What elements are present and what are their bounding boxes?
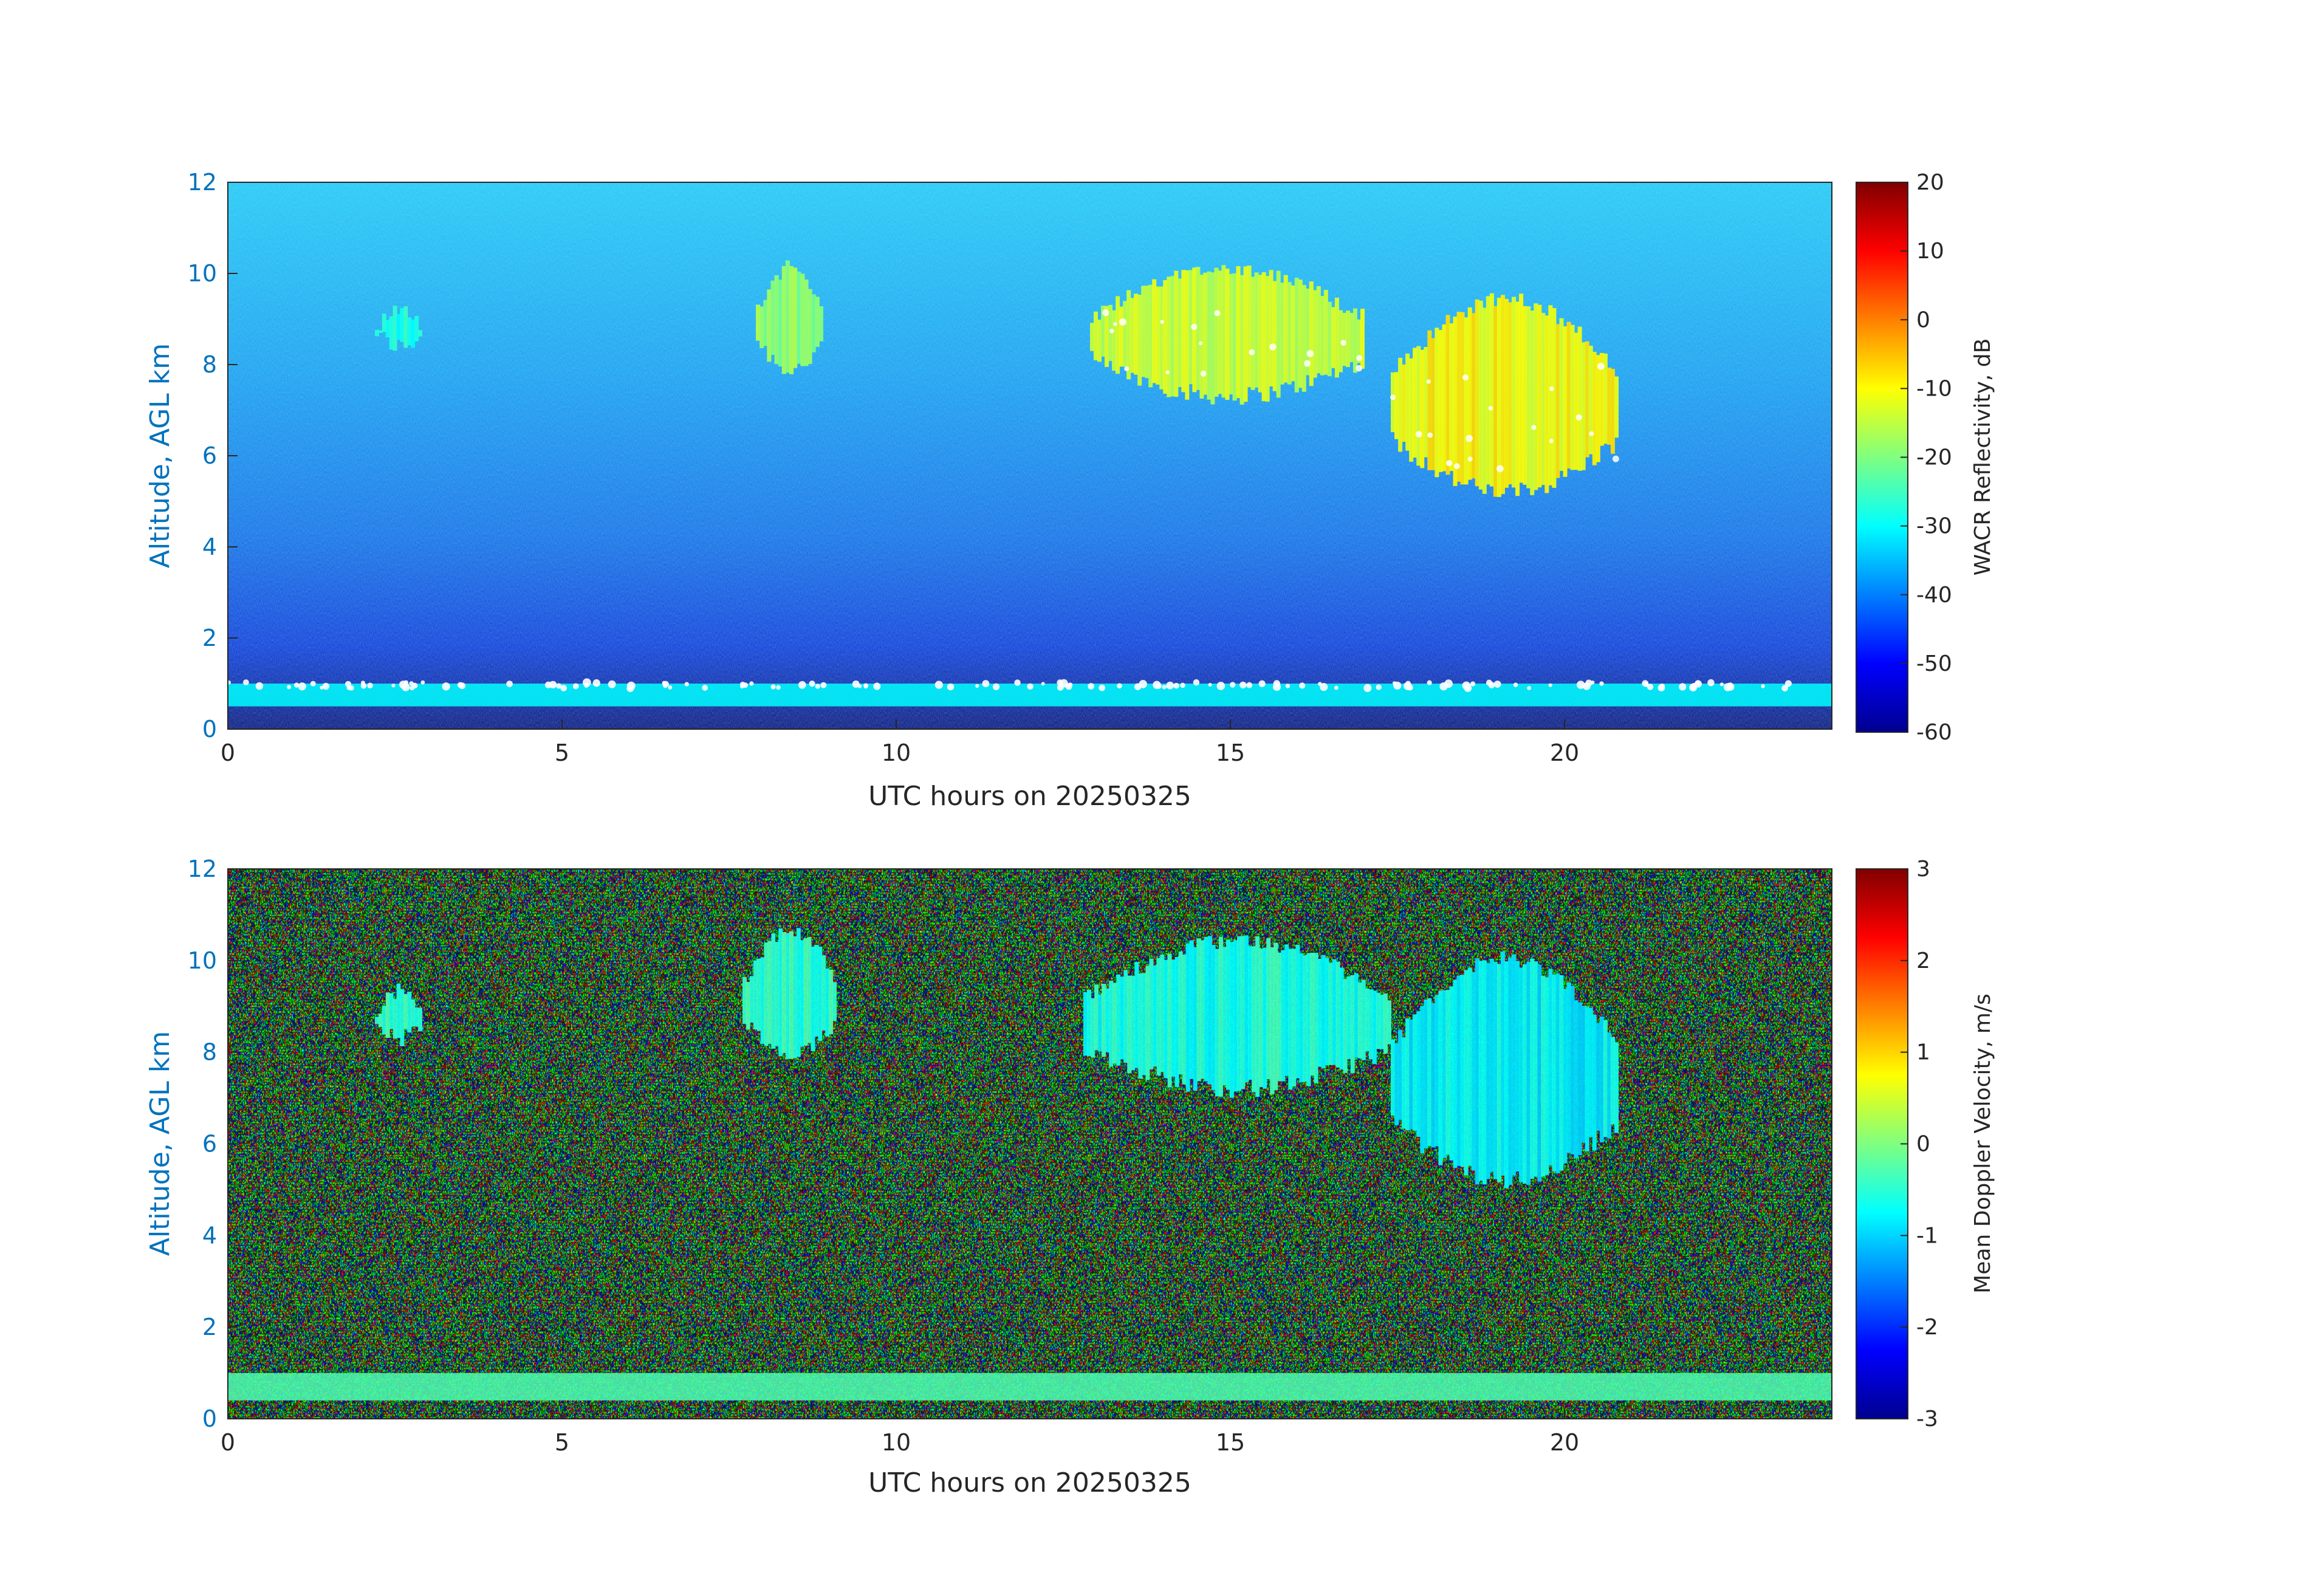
doppler-cloud-feature xyxy=(742,928,837,1059)
doppler-x-tick-label: 10 xyxy=(882,1429,911,1456)
doppler-cloud-feature xyxy=(1083,935,1391,1098)
doppler-x-ticks: 0 5 10 15 20 xyxy=(221,1409,1579,1456)
reflectivity-panel: 0 5 10 15 20 0 2 4 6 8 10 12 UTC hours on 20250325… xyxy=(145,169,1995,812)
reflectivity-colorbar-tick-label: -50 xyxy=(1916,651,1952,676)
doppler-x-tick-label: 0 xyxy=(221,1429,235,1456)
doppler-y-tick-label: 0 xyxy=(202,1405,217,1432)
doppler-x-tick-label: 20 xyxy=(1550,1429,1579,1456)
reflectivity-colorbar-tick-label: 0 xyxy=(1916,307,1930,332)
reflectivity-x-tick-label: 5 xyxy=(555,739,569,766)
reflectivity-colorbar-tick-label: -30 xyxy=(1916,514,1952,539)
reflectivity-colorbar-tick-label: 10 xyxy=(1916,239,1944,264)
doppler-colorbar-tick-label: 2 xyxy=(1916,948,1930,973)
reflectivity-x-tick-label: 10 xyxy=(882,739,911,766)
reflectivity-cloud-feature xyxy=(375,305,422,351)
reflectivity-colorbar-tick-label: -60 xyxy=(1916,720,1952,745)
reflectivity-y-tick-label: 8 xyxy=(202,351,217,378)
reflectivity-colorbar-ramp xyxy=(1856,182,1908,733)
doppler-x-axis-label: UTC hours on 20250325 xyxy=(868,1467,1191,1498)
reflectivity-x-tick-label: 0 xyxy=(221,739,235,766)
doppler-colorbar-ramp xyxy=(1856,868,1908,1419)
doppler-x-tick-label: 5 xyxy=(555,1429,569,1456)
doppler-y-tick-label: 6 xyxy=(202,1131,217,1158)
doppler-noise xyxy=(228,869,1832,1419)
doppler-y-tick-label: 12 xyxy=(188,856,217,882)
doppler-y-tick-label: 10 xyxy=(188,947,217,974)
reflectivity-colorbar-tick-label: 20 xyxy=(1916,170,1944,195)
reflectivity-y-axis-label: Altitude, AGL km xyxy=(145,343,176,568)
doppler-y-tick-label: 2 xyxy=(202,1314,217,1340)
reflectivity-cloud-feature xyxy=(1390,293,1619,497)
reflectivity-cloud-feature xyxy=(1090,265,1365,405)
doppler-colorbar-tick-label: -1 xyxy=(1916,1223,1938,1248)
reflectivity-x-tick-label: 20 xyxy=(1550,739,1579,766)
reflectivity-y-ticks: 0 2 4 6 8 10 12 xyxy=(188,169,238,743)
doppler-boundary-layer-feature xyxy=(228,1373,1832,1401)
reflectivity-x-tick-label: 15 xyxy=(1216,739,1245,766)
doppler-colorbar-label: Mean Doppler Velocity, m/s xyxy=(1970,993,1995,1293)
doppler-colorbar-tick-label: -2 xyxy=(1916,1315,1938,1340)
reflectivity-colorbar: -60 -50 -40 -30 -20 -10 0 10 20 WACR Reflectivit… xyxy=(1856,170,1995,745)
reflectivity-noise xyxy=(228,182,1832,729)
reflectivity-x-axis-label: UTC hours on 20250325 xyxy=(868,781,1191,812)
doppler-colorbar-tick-label: -3 xyxy=(1916,1407,1938,1432)
doppler-plot-area xyxy=(228,869,1832,1419)
reflectivity-y-tick-label: 2 xyxy=(202,625,217,651)
doppler-colorbar-tick-label: 1 xyxy=(1916,1040,1930,1065)
reflectivity-y-tick-label: 4 xyxy=(202,533,217,560)
doppler-y-tick-label: 8 xyxy=(202,1039,217,1066)
reflectivity-cloud-feature xyxy=(756,260,823,374)
doppler-cloud-feature xyxy=(1391,952,1619,1189)
reflectivity-colorbar-ticks: -60 -50 -40 -30 -20 -10 0 10 20 xyxy=(1901,170,1952,745)
doppler-y-ticks: 0 2 4 6 8 10 12 xyxy=(188,856,238,1432)
reflectivity-colorbar-tick-label: -10 xyxy=(1916,376,1952,401)
doppler-y-tick-label: 4 xyxy=(202,1222,217,1249)
doppler-y-axis-label: Altitude, AGL km xyxy=(145,1031,176,1256)
reflectivity-y-tick-label: 6 xyxy=(202,442,217,469)
doppler-cloud-feature xyxy=(375,983,422,1046)
doppler-colorbar-ticks: -3 -2 -1 0 1 2 3 xyxy=(1901,857,1938,1432)
reflectivity-plot-area xyxy=(228,182,1832,729)
reflectivity-y-tick-label: 0 xyxy=(202,716,217,743)
reflectivity-boundary-layer-feature xyxy=(228,678,1832,707)
reflectivity-colorbar-tick-label: -20 xyxy=(1916,445,1952,470)
doppler-features xyxy=(228,928,1832,1401)
reflectivity-x-ticks: 0 5 10 15 20 xyxy=(221,719,1579,766)
doppler-colorbar-tick-label: 3 xyxy=(1916,857,1930,882)
reflectivity-features xyxy=(228,260,1832,707)
reflectivity-colorbar-label: WACR Reflectivity, dB xyxy=(1970,338,1995,576)
reflectivity-y-tick-label: 10 xyxy=(188,260,217,287)
reflectivity-colorbar-tick-label: -40 xyxy=(1916,583,1952,608)
reflectivity-y-tick-label: 12 xyxy=(188,169,217,196)
doppler-colorbar-tick-label: 0 xyxy=(1916,1132,1930,1157)
doppler-colorbar: -3 -2 -1 0 1 2 3 Mean Doppler Velocity, m/s xyxy=(1856,857,1995,1432)
doppler-x-tick-label: 15 xyxy=(1216,1429,1245,1456)
